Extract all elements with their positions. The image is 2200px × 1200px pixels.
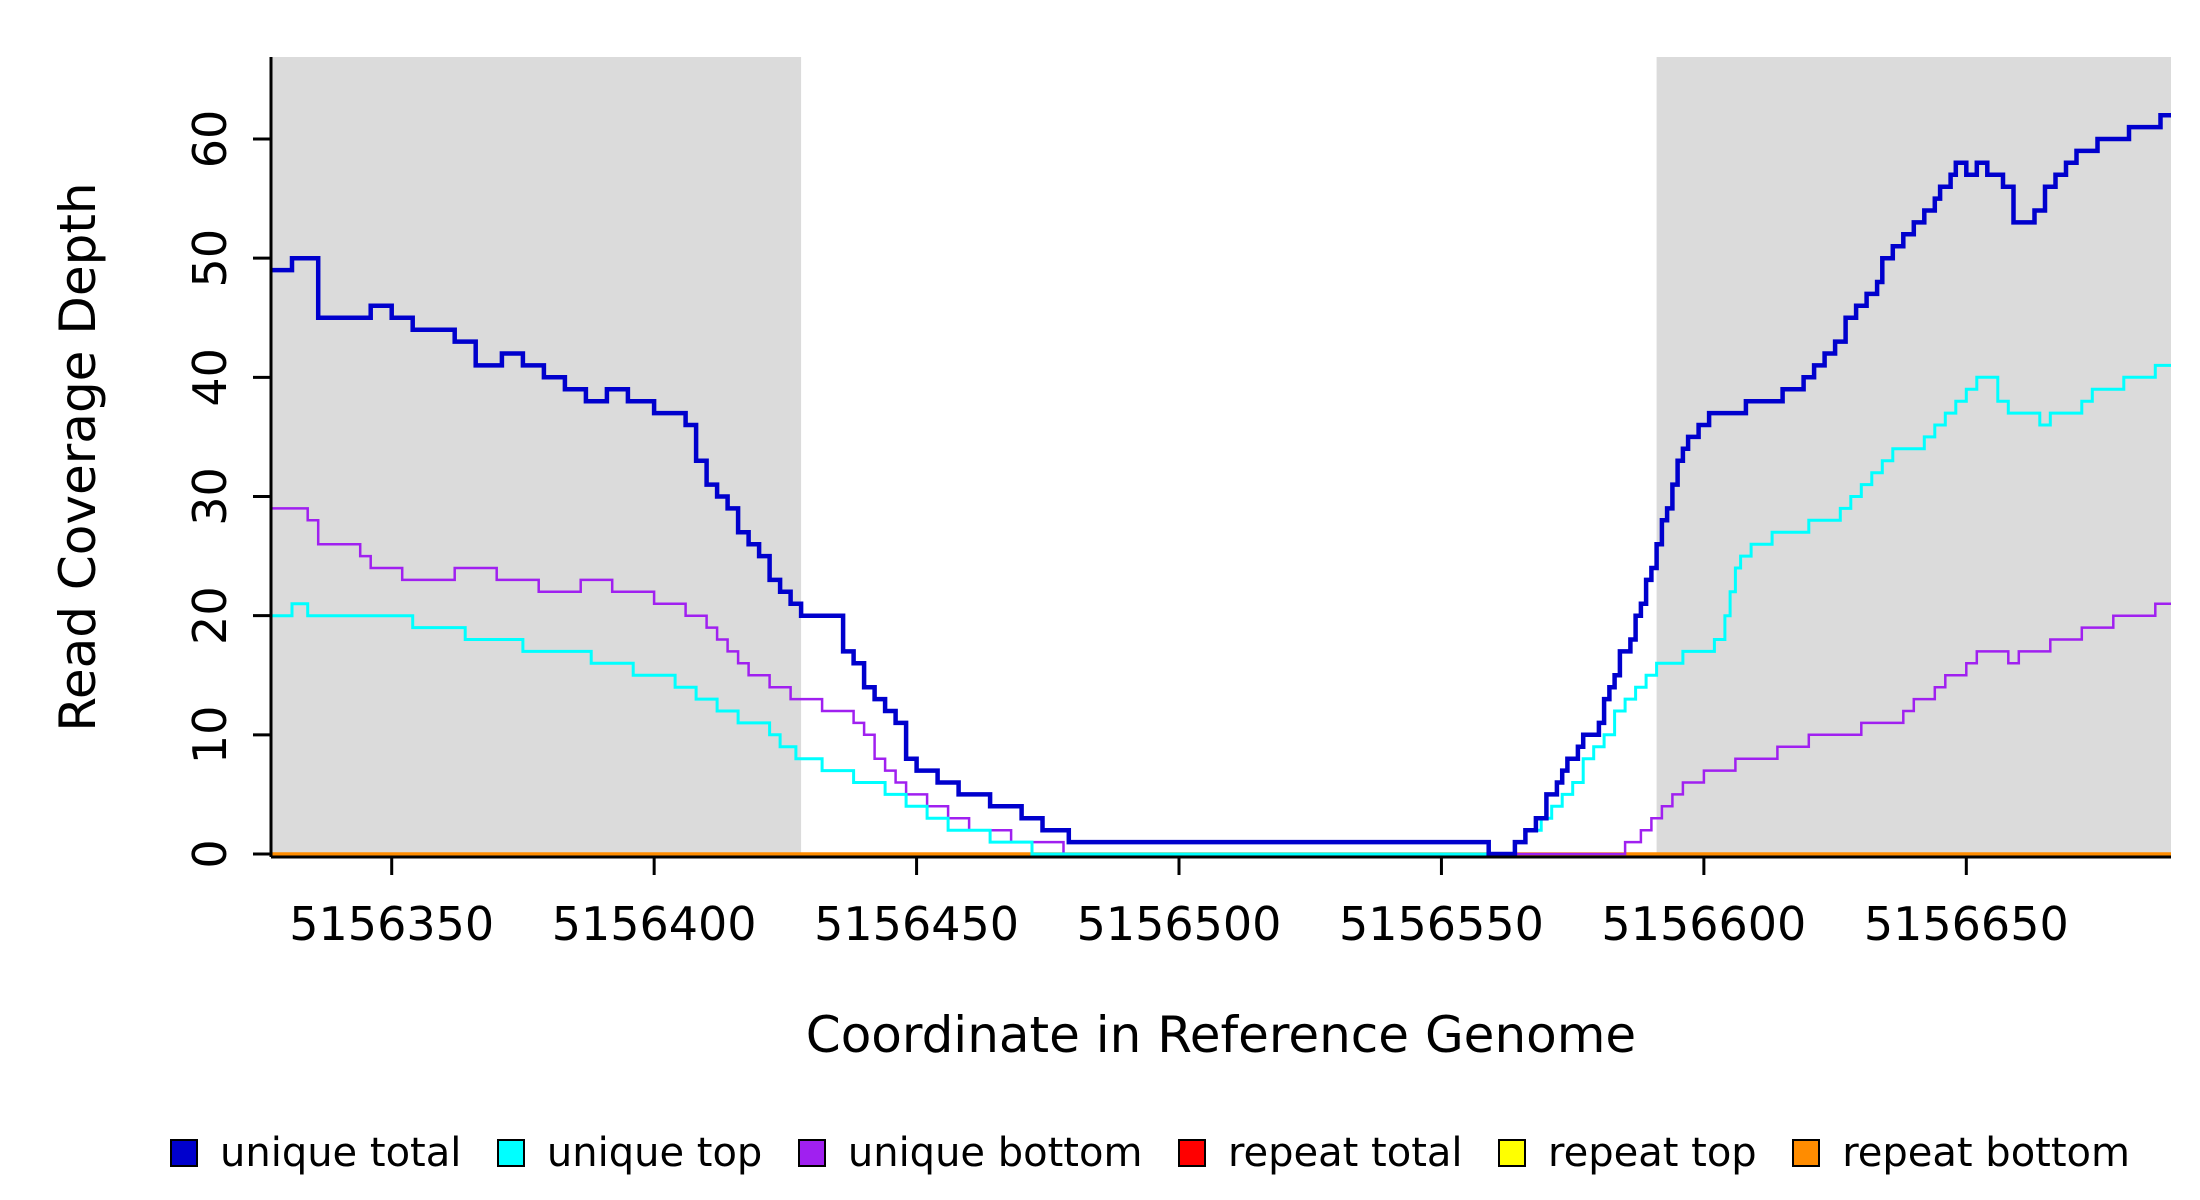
shaded-region-0: [271, 57, 802, 857]
legend-item-unique-top: unique top: [496, 1130, 763, 1176]
y-tick-label: 30: [183, 467, 237, 526]
legend-swatch-unique-bottom: [797, 1139, 826, 1167]
legend-swatch-unique-top: [496, 1139, 525, 1167]
legend: unique total unique top unique bottom re…: [170, 1118, 2130, 1188]
legend-item-repeat-total: repeat total: [1177, 1130, 1463, 1176]
series-line-unique-bottom: [271, 507, 2171, 856]
legend-swatch-repeat-total: [1177, 1139, 1206, 1167]
x-tick-label: 5156400: [552, 897, 757, 951]
y-tick-label: 20: [183, 586, 237, 645]
series-line-unique-top: [271, 363, 2171, 856]
legend-swatch-unique-total: [170, 1139, 198, 1167]
series-line-unique-total: [271, 112, 2171, 857]
coverage-chart: 5156350 5156400 5156450 5156500 5156550 51566…: [49, 57, 2171, 1064]
legend-label-unique-total: unique total: [220, 1130, 462, 1176]
legend-swatch-repeat-bottom: [1792, 1139, 1821, 1167]
x-axis-title: Coordinate in Reference Genome: [806, 1006, 1636, 1064]
x-tick-label: 5156500: [1077, 897, 1282, 951]
y-tick-label: 10: [183, 706, 237, 765]
x-tick-label: 5156600: [1601, 897, 1806, 951]
legend-label-repeat-top: repeat top: [1548, 1130, 1757, 1176]
legend-item-repeat-top: repeat top: [1498, 1130, 1757, 1176]
y-tick-label: 60: [183, 110, 237, 169]
y-tick-label: 40: [183, 348, 237, 407]
legend-label-repeat-bottom: repeat bottom: [1842, 1130, 2130, 1176]
legend-label-unique-bottom: unique bottom: [847, 1130, 1143, 1176]
x-tick-label: 5156350: [289, 897, 494, 951]
legend-item-repeat-bottom: repeat bottom: [1792, 1130, 2130, 1176]
y-tick-label: 0: [183, 839, 237, 868]
x-tick-label: 5156450: [814, 897, 1019, 951]
legend-swatch-repeat-top: [1498, 1139, 1527, 1167]
y-tick-label: 50: [183, 229, 237, 288]
x-tick-label: 5156650: [1864, 897, 2069, 951]
y-axis-title: Read Coverage Depth: [49, 182, 107, 731]
legend-item-unique-bottom: unique bottom: [797, 1130, 1143, 1176]
shaded-region-1: [1656, 57, 2171, 857]
legend-item-unique-total: unique total: [170, 1130, 461, 1176]
legend-label-repeat-total: repeat total: [1227, 1130, 1463, 1176]
x-tick-label: 5156550: [1339, 897, 1544, 951]
legend-label-unique-top: unique top: [546, 1130, 763, 1176]
